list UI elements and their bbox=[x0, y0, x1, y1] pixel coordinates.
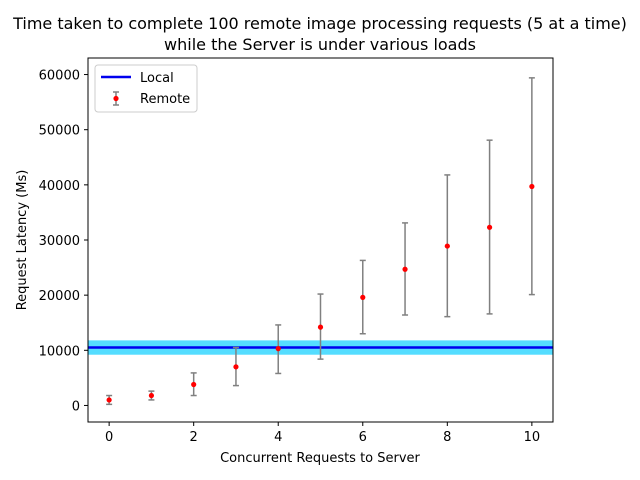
remote-point bbox=[444, 243, 450, 249]
x-tick-label: 10 bbox=[524, 430, 541, 445]
y-tick-label: 10000 bbox=[39, 344, 80, 359]
x-tick-label: 2 bbox=[190, 430, 198, 445]
remote-point bbox=[402, 266, 408, 272]
y-tick-label: 20000 bbox=[39, 289, 80, 304]
x-tick-label: 4 bbox=[274, 430, 282, 445]
remote-point bbox=[148, 392, 155, 399]
y-tick-label: 50000 bbox=[39, 124, 80, 139]
remote-point bbox=[233, 364, 239, 370]
chart-title-line2: while the Server is under various loads bbox=[164, 35, 476, 54]
remote-point bbox=[486, 224, 493, 230]
chart-title-line1: Time taken to complete 100 remote image … bbox=[12, 14, 627, 33]
remote-point bbox=[275, 346, 281, 352]
y-tick-label: 40000 bbox=[39, 179, 80, 194]
x-tick-label: 8 bbox=[443, 430, 451, 445]
remote-point bbox=[106, 397, 112, 403]
y-tick-label: 0 bbox=[72, 399, 80, 414]
remote-point bbox=[529, 183, 535, 190]
legend-remote-label: Remote bbox=[140, 92, 190, 107]
y-axis-label: Request Latency (Ms) bbox=[15, 170, 30, 311]
x-tick-label: 6 bbox=[359, 430, 367, 445]
remote-point bbox=[317, 324, 324, 330]
remote-point bbox=[360, 294, 366, 300]
x-axis-ticks: 0 2 4 6 8 10 bbox=[105, 422, 540, 445]
legend-remote-marker bbox=[113, 95, 119, 102]
legend-local-label: Local bbox=[140, 71, 174, 86]
x-axis-label: Concurrent Requests to Server bbox=[220, 451, 420, 466]
x-tick-label: 0 bbox=[105, 430, 113, 445]
y-tick-label: 30000 bbox=[39, 234, 80, 249]
plot-area bbox=[88, 77, 553, 406]
legend: Local Remote bbox=[94, 64, 198, 113]
y-axis-ticks: 0 10000 20000 30000 40000 50000 60000 bbox=[39, 69, 88, 414]
plot-frame bbox=[87, 57, 554, 423]
remote-point bbox=[191, 381, 197, 388]
y-tick-label: 60000 bbox=[39, 69, 80, 84]
